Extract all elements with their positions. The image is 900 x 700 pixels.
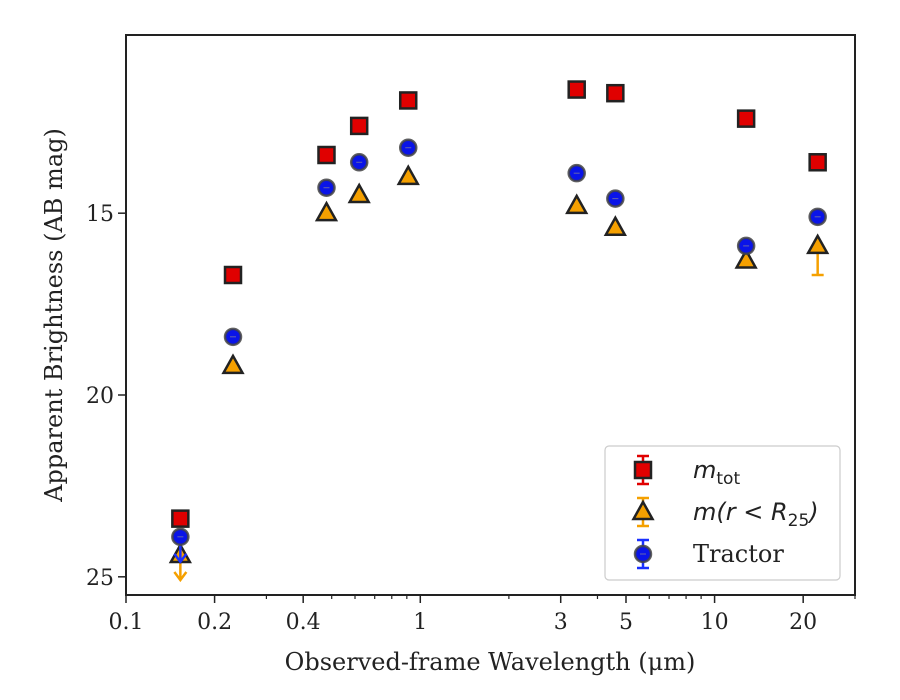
data-point xyxy=(736,109,756,128)
arrow-head xyxy=(173,571,188,583)
data-point xyxy=(606,83,625,103)
x-tick-label: 0.1 xyxy=(109,610,144,635)
data-point xyxy=(736,236,756,256)
data-point xyxy=(171,527,190,547)
x-tick-label: 20 xyxy=(789,610,817,635)
data-point xyxy=(808,207,827,227)
legend-marker xyxy=(631,499,655,521)
data-point xyxy=(806,233,830,255)
data-point xyxy=(317,145,336,165)
data-point xyxy=(349,116,369,136)
x-tick-label: 10 xyxy=(701,610,729,635)
legend-marker xyxy=(633,544,653,564)
data-point xyxy=(171,509,190,528)
axes: 0.1 0.2 0.4 1 3 5 10 20 15 20 25 xyxy=(86,34,856,635)
x-tick-label: 0.4 xyxy=(286,610,321,635)
legend-marker xyxy=(633,460,653,480)
data-point xyxy=(349,153,369,172)
data-point xyxy=(603,215,627,236)
data-point xyxy=(396,164,420,186)
data-point xyxy=(317,178,336,197)
data-point xyxy=(567,80,586,99)
x-tick-label: 0.2 xyxy=(197,610,232,635)
x-tick-label: 1 xyxy=(413,610,427,635)
data-point xyxy=(734,247,758,269)
data-point xyxy=(221,353,245,375)
y-axis-label: Apparent Brightness (AB mag) xyxy=(40,128,68,503)
data-point xyxy=(223,265,243,285)
y-tick-label: 25 xyxy=(86,566,114,591)
plot-area xyxy=(168,80,830,583)
data-point xyxy=(347,182,371,204)
data-point xyxy=(398,138,418,157)
y-tick-label: 20 xyxy=(86,384,114,409)
data-point xyxy=(567,163,586,183)
series-circle xyxy=(171,138,827,564)
legend-label: m(r < R25) xyxy=(693,498,819,531)
data-point xyxy=(808,153,827,172)
plot-frame xyxy=(125,34,856,596)
data-point xyxy=(223,327,243,347)
data-point xyxy=(565,193,589,215)
legend-label: Tractor xyxy=(693,540,784,568)
x-axis-label: Observed-frame Wavelength (μm) xyxy=(285,648,696,676)
arrow-head xyxy=(173,553,188,564)
y-tick-label: 15 xyxy=(86,202,114,227)
x-tick-label: 5 xyxy=(619,610,633,635)
legend-label: mtot xyxy=(693,456,740,489)
series-square xyxy=(171,80,827,528)
x-tick-label: 3 xyxy=(554,610,568,635)
data-point xyxy=(314,200,339,222)
data-point xyxy=(606,189,625,208)
legend: mtot m(r < R25) Tractor xyxy=(604,445,841,581)
legend-box xyxy=(604,445,841,581)
data-point xyxy=(398,91,418,110)
